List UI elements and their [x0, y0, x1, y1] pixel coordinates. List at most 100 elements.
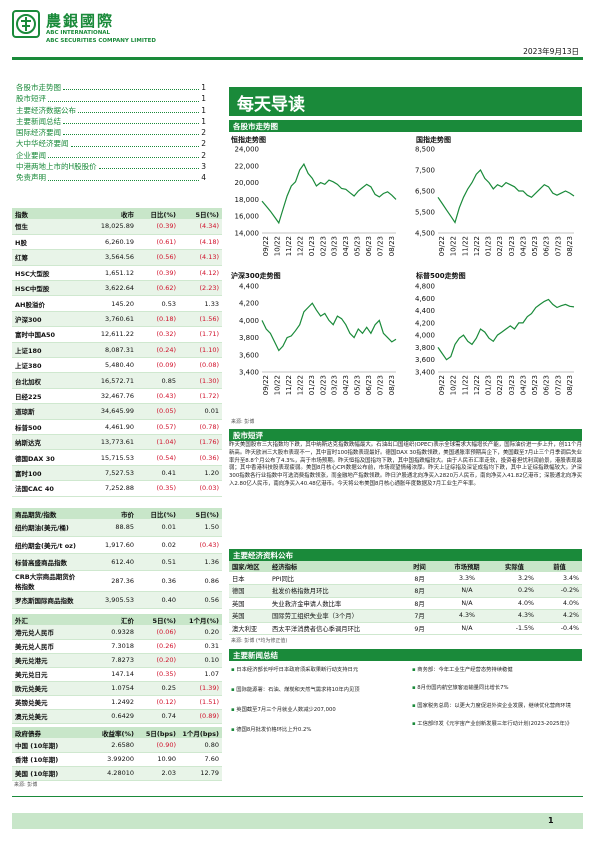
toc-item[interactable]: 企业要闻 2: [16, 150, 206, 161]
table-cell: 英国: [229, 609, 269, 623]
x-tick-label: 08/23: [566, 236, 574, 256]
sp500-line-chart: 4,800 4,600 4,400 4,200 4,000 3,800 3,600 3,400…: [415, 283, 575, 395]
table-cell: 34,645.99: [82, 403, 137, 420]
toc-item[interactable]: 主要经济数据公布 1: [16, 105, 206, 116]
table-cell: 147.14: [82, 667, 137, 682]
table-row: 美元兑人民币 7.3018 (0.26) 0.31: [12, 639, 222, 654]
x-tick-label: 01/23: [308, 375, 316, 395]
table-cell: 国际劳工组织失业率（3个月）: [269, 609, 397, 623]
table-cell: 0.02: [137, 536, 179, 554]
table-row: 标普500 4,461.90 (0.57) (0.78): [12, 419, 222, 435]
column-header: 国家/地区: [229, 561, 269, 572]
toc-item[interactable]: 中港两地上市的H股股价 3: [16, 161, 206, 172]
table-cell: (1.10): [179, 342, 222, 359]
table-cell: 1.50: [179, 519, 222, 537]
column-header: 前值: [537, 561, 582, 572]
chart-title-sp500: 标普500走势图: [416, 272, 466, 280]
table-cell: 0.01: [179, 403, 222, 420]
table-cell: 0.31: [179, 639, 222, 654]
table-row: 中国 (10年期) 2.6580 (0.90) 0.80: [12, 738, 222, 753]
table-cell: 7,527.53: [82, 465, 137, 482]
index-table: 指数 收市 日比(%) 5日(%) 恒生 18,025.89 (0.39) (4.34) H股 6…: [12, 208, 222, 497]
table-row: 澳大利亚 西太平洋消费者信心季调月环比 9月 N/A -1.5% -0.4%: [229, 622, 582, 635]
table-cell: (4.18): [179, 234, 222, 251]
y-tick-label: 4,400: [415, 307, 435, 315]
news-list-right: ▪ 商务部：今年工业生产经营态势持续稳健 ▪ 8月份国内航空旅客运输量同比增长7%…: [412, 667, 580, 739]
x-tick-label: 09/22: [438, 375, 446, 395]
toc-page: 1: [201, 105, 206, 115]
table-cell: (0.62): [137, 280, 179, 297]
table-cell: 0.53: [137, 295, 179, 312]
table-cell: N/A: [442, 622, 492, 635]
toc-item[interactable]: 股市短评 1: [16, 93, 206, 104]
toc-page: 1: [201, 116, 206, 126]
table-cell: 标普500: [12, 419, 82, 435]
chart-section-header: 各股市走势图: [229, 120, 582, 132]
toc-item[interactable]: 主要新闻总结 1: [16, 116, 206, 127]
table-cell: 沪深300: [12, 311, 82, 328]
table-cell: (0.43): [179, 536, 222, 554]
x-tick-label: 02/23: [319, 375, 327, 395]
table-row: 上证180 8,087.31 (0.24) (1.10): [12, 342, 222, 359]
y-tick-label: 3,400: [415, 369, 435, 377]
table-cell: 4.0%: [492, 597, 537, 610]
table-row: 日本 PPI同比 8月 3.3% 3.2% 3.4%: [229, 572, 582, 585]
table-cell: 纽约期油(美元/桶): [12, 519, 82, 537]
column-header: 汇价: [82, 614, 137, 625]
x-tick-label: 12/22: [296, 375, 304, 395]
table-cell: 1.2492: [82, 695, 137, 710]
table-cell: 1.07: [179, 667, 222, 682]
y-tick-label: 4,500: [415, 230, 435, 238]
wheat-emblem-icon: [16, 14, 36, 34]
y-tick-label: 4,800: [415, 283, 435, 291]
news-text: 商务部：今年工业生产经营态势持续稳健: [417, 667, 513, 673]
table-cell: (0.39): [137, 265, 179, 282]
y-tick-label: 3,400: [239, 369, 259, 377]
x-tick-label: 09/22: [438, 236, 446, 256]
table-cell: 罗杰斯国际商品指数: [12, 591, 82, 609]
table-cell: (0.90): [137, 738, 179, 753]
y-tick-label: 4,600: [415, 295, 435, 303]
table-cell: (0.43): [137, 388, 179, 405]
chart-title-hsi: 恒指走势图: [231, 136, 266, 144]
y-tick-label: 3,600: [415, 356, 435, 364]
toc-label: 大中华经济要闻: [16, 139, 69, 149]
table-cell: (0.09): [137, 357, 179, 374]
fx-table: 外汇 汇价 5日(%) 1个月(%) 港元兑人民币 0.9328 (0.06) 0.20 美元兑…: [12, 614, 222, 724]
toc-item[interactable]: 各股市走势图 1: [16, 82, 206, 93]
y-tick-label: 18,000: [235, 196, 260, 204]
news-text: 国际能源署：石油、煤炭和天然气需求将10年内见顶: [236, 687, 360, 693]
toc-item[interactable]: 大中华经济要闻 2: [16, 138, 206, 149]
column-header: 收市: [82, 208, 137, 219]
table-header-row: 商品期货/指数 市价 日比(%) 5日(%): [12, 508, 222, 519]
toc-item[interactable]: 免责声明 4: [16, 172, 206, 183]
table-cell: 3.3%: [442, 572, 492, 585]
x-tick-label: 08/23: [388, 375, 396, 395]
table-cell: 恒生: [12, 219, 82, 235]
table-cell: 0.80: [179, 738, 222, 753]
table-cell: 台北加权: [12, 372, 82, 389]
y-tick-label: 20,000: [235, 179, 260, 187]
table-cell: (0.03): [179, 480, 222, 497]
toc-leader: [48, 93, 200, 102]
commodity-table: 商品期货/指数 市价 日比(%) 5日(%) 纽约期油(美元/桶) 88.85 0.01 1.…: [12, 508, 222, 609]
x-tick-label: 01/23: [308, 236, 316, 256]
toc-item[interactable]: 国际经济要闻 2: [16, 127, 206, 138]
table-cell: (0.35): [137, 480, 179, 497]
bullet-icon: ▪: [231, 707, 237, 713]
table-cell: 日本: [229, 572, 269, 585]
column-header: 日比(%): [137, 208, 179, 219]
table-row: 港元兑人民币 0.9328 (0.06) 0.20: [12, 625, 222, 640]
table-cell: 7,252.88: [82, 480, 137, 497]
econ-source: 来源: 彭博 (*均为修正值): [231, 638, 288, 644]
y-tick-label: 4,000: [415, 332, 435, 340]
table-cell: 西太平洋消费者信心季调月环比: [269, 622, 397, 635]
toc-label: 股市短评: [16, 94, 46, 104]
table-cell: 145.20: [82, 295, 137, 312]
table-cell: 批发价格指数月环比: [269, 584, 397, 598]
x-tick-label: 02/23: [319, 236, 327, 256]
x-tick-label: 02/23: [496, 236, 504, 256]
table-row: 恒生 18,025.89 (0.39) (4.34): [12, 219, 222, 235]
table-cell: 612.40: [82, 553, 137, 571]
hsi-line-chart: 24,000 22,000 20,000 18,000 16,000 14,00009/2…: [235, 146, 397, 256]
